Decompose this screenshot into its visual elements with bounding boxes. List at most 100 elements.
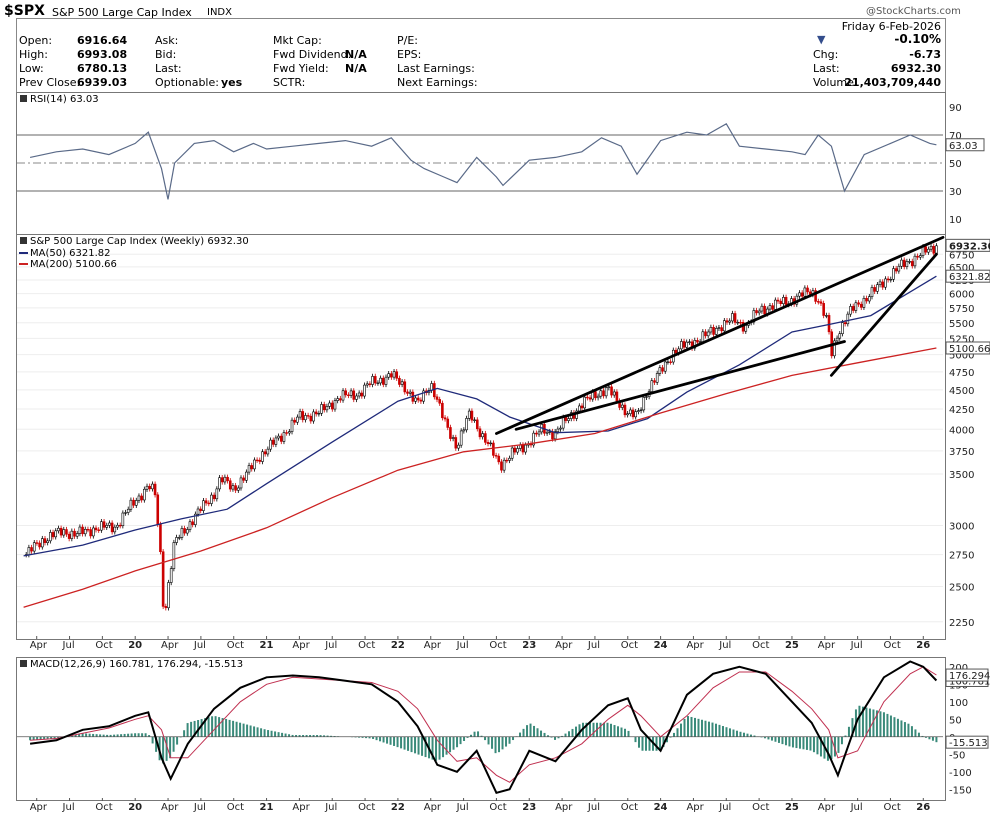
price-candle: [696, 340, 699, 343]
price-candle: [706, 331, 710, 337]
price-legend-swatch: [20, 237, 27, 244]
rsi-tick-label: 30: [949, 187, 962, 198]
price-candle: [196, 508, 200, 515]
price-candle: [245, 471, 248, 481]
price-candle: [596, 395, 600, 399]
price-candle: [693, 340, 697, 349]
quote-panel: Open: 6916.64 High: 6993.08 Low: 6780.13 Prev …: [16, 18, 946, 94]
price-candle: [629, 409, 632, 414]
price-candle: [188, 521, 192, 530]
price-candle: [744, 325, 748, 332]
price-candle: [623, 404, 627, 416]
macd-title: MACD(12,26,9) 160.781, 176.294, -15.513: [30, 659, 243, 670]
x-axis-label: Oct: [227, 640, 244, 651]
price-candle: [876, 284, 879, 292]
x-axis-label: Oct: [752, 802, 769, 813]
price-candle: [757, 310, 761, 314]
macd-tick-label: 100: [949, 698, 968, 709]
ticker-symbol: $SPX: [4, 3, 45, 19]
macd-last-value: -15.513: [949, 738, 988, 749]
price-tick-label: 2250: [949, 618, 974, 629]
price-candle: [204, 500, 208, 504]
price-tick-label: 6000: [949, 290, 974, 301]
x-axis-label: Apr: [555, 640, 573, 651]
price-candle: [508, 457, 511, 461]
rsi-tick-label: 50: [949, 159, 962, 170]
price-tick-label: 5000: [949, 351, 974, 362]
price-tick-label: 5750: [949, 304, 974, 315]
price-candle: [489, 442, 493, 445]
rsi-last-value: 63.03: [949, 141, 978, 152]
price-candle: [231, 485, 235, 490]
price-tick-label: 4750: [949, 368, 974, 379]
price-candle: [390, 373, 393, 378]
price-tick-label: 2750: [949, 551, 974, 562]
quote-value: 6939.03: [77, 76, 128, 89]
price-candle: [371, 376, 374, 385]
price-candle: [92, 527, 95, 537]
price-candle: [151, 483, 154, 490]
rsi-tick-label: 10: [949, 215, 962, 226]
price-candle: [41, 538, 44, 548]
price-candle: [73, 530, 76, 537]
price-candle: [336, 398, 339, 401]
quote-label: Next Earnings:: [397, 76, 478, 89]
price-candle: [827, 315, 831, 333]
price-candle: [414, 397, 417, 402]
price-candle: [132, 499, 135, 506]
price-candle: [752, 310, 756, 323]
exchange-label: INDX: [207, 7, 232, 18]
rsi-tick-label: 70: [949, 131, 962, 142]
price-candle: [113, 526, 117, 533]
price-candle: [588, 397, 592, 400]
x-axis-label: 24: [654, 640, 668, 651]
price-candle: [54, 530, 58, 538]
price-candle: [89, 529, 92, 537]
price-candle: [712, 327, 715, 335]
price-candle: [185, 529, 189, 534]
price-candle: [843, 322, 847, 325]
price-candle: [881, 281, 885, 288]
price-tick-label: 4000: [949, 425, 974, 436]
price-candle: [889, 279, 893, 281]
x-axis-label: 26: [916, 640, 930, 651]
price-candle: [140, 495, 143, 501]
price-candle: [615, 391, 619, 402]
price-candle: [446, 418, 450, 428]
price-candle: [175, 537, 178, 543]
price-candle: [309, 415, 313, 422]
price-tick-label: 3000: [949, 522, 974, 533]
price-candle: [288, 431, 291, 434]
price-candle: [223, 476, 227, 483]
price-candle: [379, 377, 382, 384]
price-candle: [862, 297, 866, 308]
quote-label: Mkt Cap:: [273, 34, 322, 47]
x-axis-label: Jul: [62, 640, 75, 651]
price-candle: [322, 404, 326, 411]
price-candle: [62, 529, 66, 536]
x-axis-label: 24: [654, 802, 668, 813]
quote-value: 6780.13: [77, 62, 128, 75]
price-candle: [279, 435, 283, 442]
price-candle: [500, 461, 503, 471]
price-candle: [435, 396, 439, 400]
change-percent: -0.10%: [894, 32, 941, 46]
price-candle: [470, 410, 474, 421]
price-candle: [430, 383, 433, 391]
price-candle: [400, 381, 404, 385]
price-candle: [851, 306, 855, 311]
x-axis-label: 20: [128, 802, 142, 813]
price-candle: [548, 431, 552, 433]
price-candle: [339, 398, 342, 401]
price-candle: [669, 361, 672, 363]
price-candle: [65, 529, 68, 535]
x-axis-label: 26: [916, 802, 930, 813]
price-candle: [116, 524, 119, 528]
x-axis-label: Apr: [424, 640, 442, 651]
price-candle: [312, 411, 315, 422]
price-candle: [459, 430, 463, 446]
price-candle: [650, 380, 654, 392]
price-candle: [454, 437, 458, 449]
x-axis-label: 22: [391, 802, 405, 813]
